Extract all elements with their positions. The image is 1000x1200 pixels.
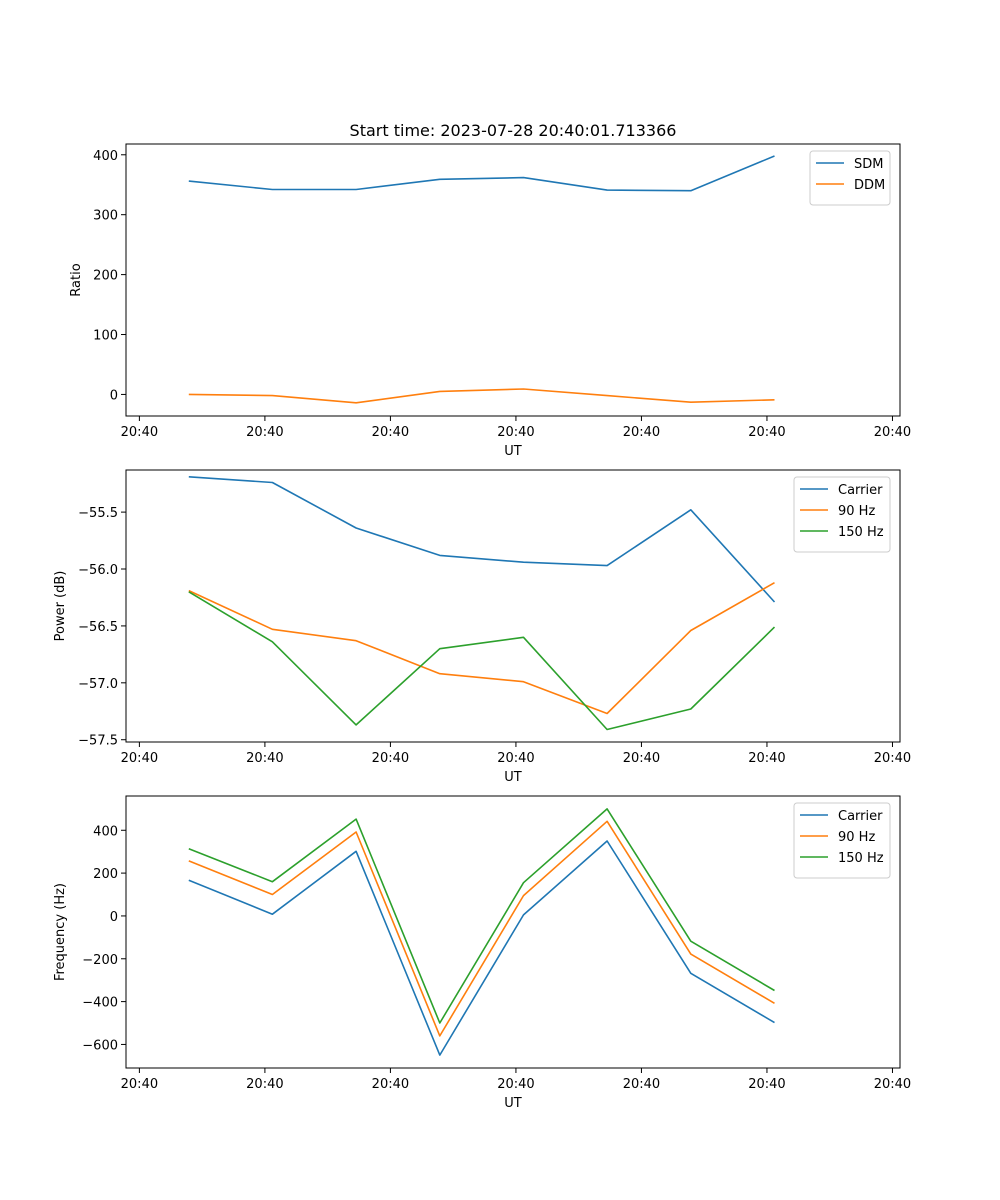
x-tick-label: 20:40 bbox=[246, 425, 283, 440]
x-axis-label: UT bbox=[504, 770, 522, 785]
series-line-ddm bbox=[188, 388, 775, 404]
legend-label: DDM bbox=[854, 178, 885, 193]
x-tick-label: 20:40 bbox=[372, 1077, 409, 1092]
y-tick-label: −600 bbox=[82, 1038, 118, 1053]
legend: Carrier 90 Hz 150 Hz bbox=[793, 476, 891, 553]
axes-frame bbox=[125, 795, 901, 1069]
x-tick-label: 20:40 bbox=[246, 1077, 283, 1092]
y-axis-label: Ratio bbox=[69, 263, 84, 296]
chart-panel-2: 20:4020:4020:4020:4020:4020:4020:4020:41… bbox=[53, 469, 1000, 785]
legend-label: 90 Hz bbox=[838, 504, 875, 519]
y-tick-label: 0 bbox=[110, 910, 118, 925]
y-tick-label: −55.5 bbox=[78, 506, 118, 521]
x-tick-label: 20:40 bbox=[372, 425, 409, 440]
axes-frame bbox=[125, 143, 901, 417]
x-tick-label: 20:40 bbox=[623, 1077, 660, 1092]
legend-box bbox=[793, 476, 891, 553]
x-tick-label: 20:40 bbox=[121, 751, 158, 766]
legend-label: 90 Hz bbox=[838, 830, 875, 845]
x-tick-label: 20:40 bbox=[121, 1077, 158, 1092]
series-line-150-hz bbox=[188, 591, 776, 731]
series-line-90-hz bbox=[188, 820, 775, 1037]
x-tick-label: 20:40 bbox=[497, 751, 534, 766]
x-tick-label: 20:40 bbox=[372, 751, 409, 766]
x-tick-label: 20:40 bbox=[748, 751, 785, 766]
x-tick-label: 20:40 bbox=[874, 1077, 911, 1092]
x-tick-label: 20:40 bbox=[121, 425, 158, 440]
series-line-carrier bbox=[188, 476, 776, 603]
y-tick-label: −57.5 bbox=[78, 734, 118, 749]
y-tick-label: 200 bbox=[93, 269, 118, 284]
x-tick-label: 20:40 bbox=[748, 1077, 785, 1092]
series-line-carrier bbox=[188, 840, 775, 1056]
y-tick-label: 400 bbox=[93, 824, 118, 839]
x-tick-label: 20:40 bbox=[748, 425, 785, 440]
y-tick-label: −200 bbox=[82, 953, 118, 968]
x-tick-label: 20:40 bbox=[623, 425, 660, 440]
legend-box bbox=[793, 802, 891, 879]
y-tick-label: −56.5 bbox=[78, 620, 118, 635]
legend-label: SDM bbox=[854, 157, 883, 172]
y-axis-label: Frequency (Hz) bbox=[53, 883, 68, 981]
chart-panel-3: 20:4020:4020:4020:4020:4020:4020:4020:41… bbox=[53, 795, 1000, 1111]
legend: SDM DDM bbox=[809, 150, 891, 206]
legend-label: Carrier bbox=[838, 483, 883, 498]
y-tick-label: 400 bbox=[93, 149, 118, 164]
x-tick-label: 20:40 bbox=[246, 751, 283, 766]
y-tick-label: −57.0 bbox=[78, 677, 118, 692]
series-line-150-hz bbox=[188, 808, 775, 1024]
y-tick-label: 100 bbox=[93, 329, 118, 344]
series-line-90-hz bbox=[188, 582, 775, 715]
y-tick-label: 300 bbox=[93, 209, 118, 224]
x-tick-label: 20:40 bbox=[874, 425, 911, 440]
legend-box bbox=[809, 150, 891, 206]
y-tick-label: 0 bbox=[110, 388, 118, 403]
series-line-sdm bbox=[188, 155, 775, 192]
x-tick-label: 20:40 bbox=[497, 425, 534, 440]
figure-title: Start time: 2023-07-28 20:40:01.713366 bbox=[350, 121, 677, 140]
y-tick-label: 200 bbox=[93, 867, 118, 882]
x-tick-label: 20:40 bbox=[623, 751, 660, 766]
plots: 20:4020:4020:4020:4020:4020:4020:4020:41… bbox=[53, 143, 1000, 1111]
chart-panel-1: 20:4020:4020:4020:4020:4020:4020:4020:41… bbox=[69, 143, 1000, 459]
x-axis-label: UT bbox=[504, 444, 522, 459]
x-tick-label: 20:40 bbox=[497, 1077, 534, 1092]
x-tick-label: 20:40 bbox=[874, 751, 911, 766]
legend-label: 150 Hz bbox=[838, 525, 884, 540]
axes-frame bbox=[125, 469, 901, 743]
y-axis-label: Power (dB) bbox=[53, 571, 68, 642]
y-tick-label: −400 bbox=[82, 996, 118, 1011]
y-tick-label: −56.0 bbox=[78, 563, 118, 578]
x-axis-label: UT bbox=[504, 1096, 522, 1111]
legend: Carrier 90 Hz 150 Hz bbox=[793, 802, 891, 879]
legend-label: 150 Hz bbox=[838, 851, 884, 866]
legend-label: Carrier bbox=[838, 809, 883, 824]
